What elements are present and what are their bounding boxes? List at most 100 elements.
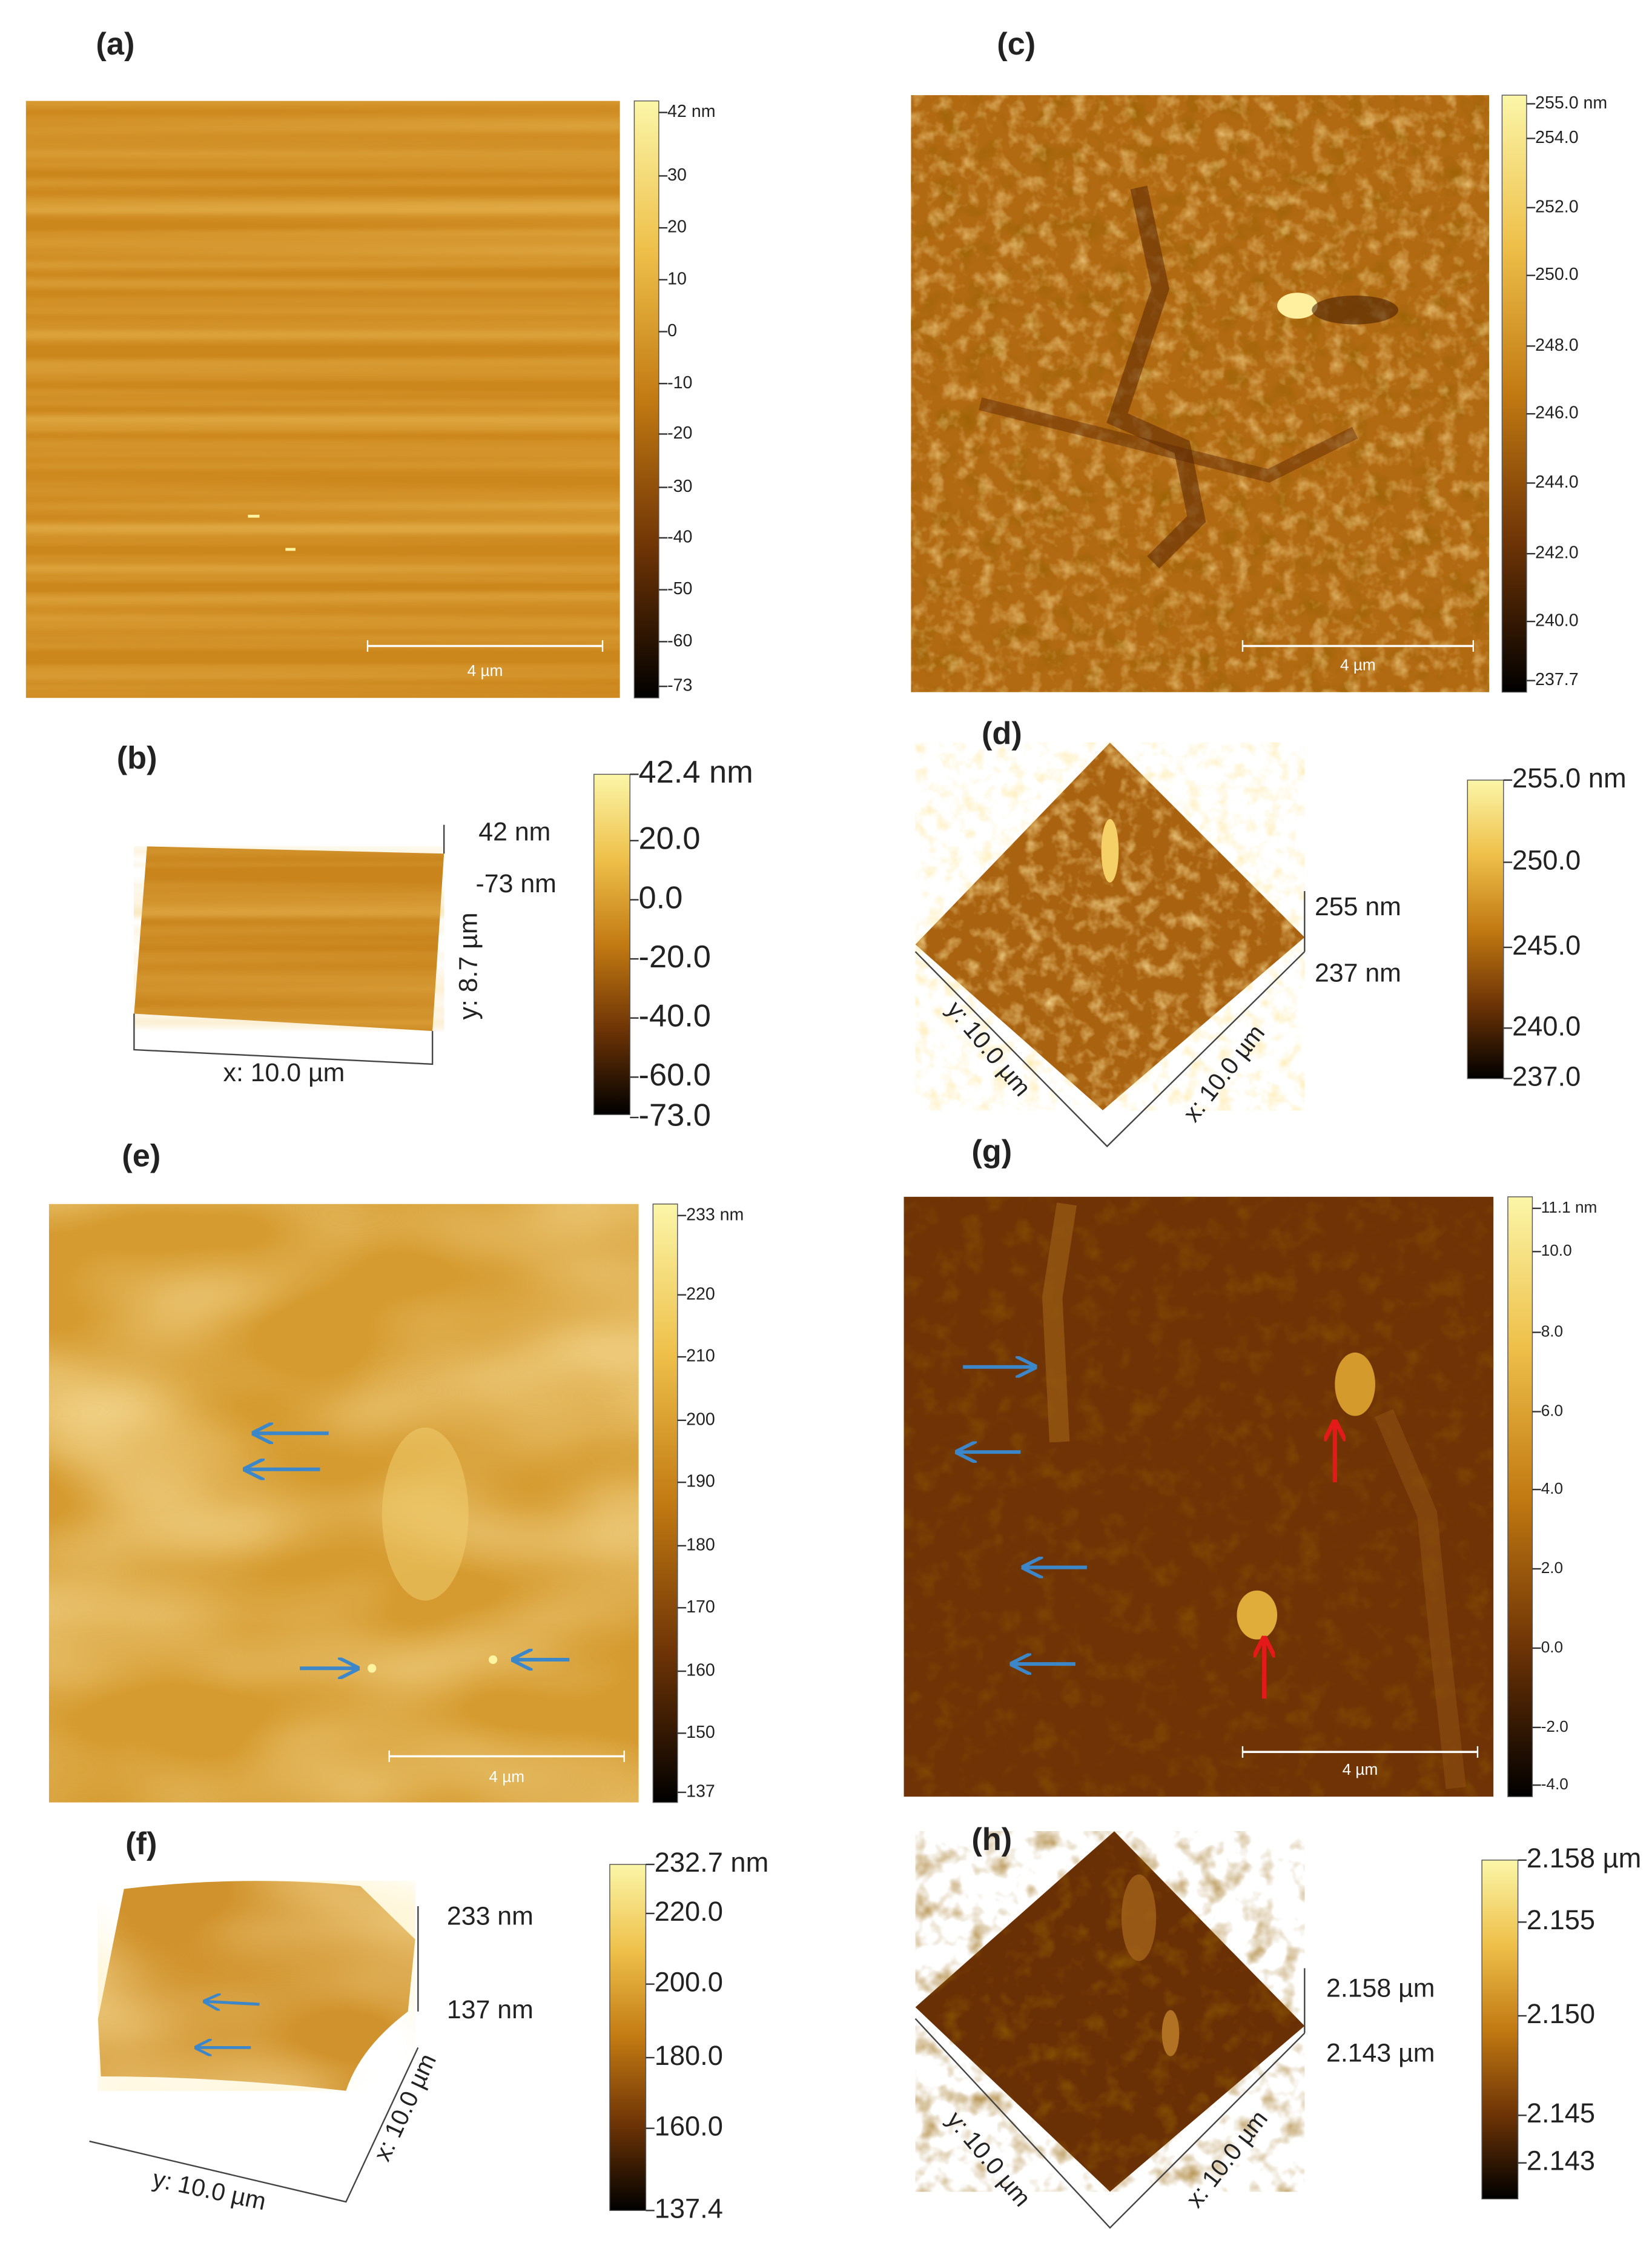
surface-3d-h xyxy=(914,1831,1306,2229)
panel-label: (c) xyxy=(997,27,1036,62)
colorbar-tick-label: -30 xyxy=(667,477,692,496)
surface-3d-f xyxy=(89,1881,419,2203)
colorbar-tick-label: 137 xyxy=(686,1782,715,1801)
colorbar-tick-label: -50 xyxy=(667,579,692,598)
colorbar xyxy=(1501,94,1527,693)
colorbar-tick-label: 20.0 xyxy=(639,821,701,856)
colorbar-tick-label: -60.0 xyxy=(639,1058,711,1093)
colorbar-tick-label: 190 xyxy=(686,1472,715,1491)
colorbar-tick-label: -10 xyxy=(667,373,692,393)
colorbar-tick-label: -4.0 xyxy=(1541,1775,1568,1793)
colorbar-tick-label: 137.4 xyxy=(655,2193,723,2224)
colorbar-tick-label: 244.0 xyxy=(1535,472,1578,492)
scale-bar-label: 4 µm xyxy=(489,1767,524,1786)
z-min-label: -73 nm xyxy=(476,869,557,898)
colorbar-tick-label: 180.0 xyxy=(655,2040,723,2071)
surface-3d-d xyxy=(914,742,1306,1148)
colorbar-tick-label: 250.0 xyxy=(1512,845,1581,876)
panel-label: (d) xyxy=(982,716,1022,751)
colorbar-tick-label: 0.0 xyxy=(1541,1638,1563,1656)
colorbar-tick-label: 245.0 xyxy=(1512,930,1581,961)
colorbar-tick-label: 10.0 xyxy=(1541,1241,1572,1259)
surface-3d-b xyxy=(133,824,445,1065)
z-min-label: 137 nm xyxy=(447,1995,534,2024)
colorbar-tick-label: 240.0 xyxy=(1512,1010,1581,1041)
colorbar-tick-label: 233 nm xyxy=(686,1205,744,1224)
colorbar-tick-label: 250.0 xyxy=(1535,265,1578,284)
colorbar-tick-label: 200.0 xyxy=(655,1967,723,1998)
colorbar-tick-label: -73.0 xyxy=(639,1098,711,1133)
colorbar-tick-label: 242.0 xyxy=(1535,543,1578,563)
scale-bar-label: 4 µm xyxy=(1340,656,1376,674)
scale-bar-label: 4 µm xyxy=(1343,1760,1378,1778)
colorbar-tick-label: 210 xyxy=(686,1347,715,1366)
panel-label: (g) xyxy=(971,1134,1012,1169)
colorbar xyxy=(652,1204,678,1803)
colorbar xyxy=(1467,780,1504,1079)
colorbar-tick-label: 237.0 xyxy=(1512,1061,1581,1092)
colorbar-tick-label: 0 xyxy=(667,321,677,340)
scale-bar-label: 4 µm xyxy=(468,661,503,680)
colorbar-tick-label: 255.0 nm xyxy=(1512,763,1627,793)
colorbar-tick-label: -20 xyxy=(667,423,692,443)
colorbar-tick-label: -40.0 xyxy=(639,998,711,1033)
colorbar-tick-label: 10 xyxy=(667,269,687,288)
panel-label: (b) xyxy=(117,740,157,775)
y-axis-label: y: 8.7 µm xyxy=(454,912,483,1019)
colorbar-tick-label: 160 xyxy=(686,1661,715,1680)
colorbar-tick-label: 170 xyxy=(686,1597,715,1617)
colorbar-tick-label: -40 xyxy=(667,527,692,546)
colorbar-tick-label: -73 xyxy=(667,676,692,695)
colorbar-tick-label: 237.7 xyxy=(1535,670,1578,689)
colorbar-tick-label: 0.0 xyxy=(639,880,683,915)
y-axis-label: y: 10.0 µm xyxy=(150,2164,268,2215)
x-axis-label: x: 10.0 µm xyxy=(223,1058,345,1087)
afm-image-c xyxy=(911,95,1490,692)
colorbar-tick-label: 30 xyxy=(667,165,687,185)
z-max-label: 42 nm xyxy=(478,817,550,846)
colorbar xyxy=(633,100,659,698)
colorbar-tick-label: 180 xyxy=(686,1535,715,1554)
x-axis-label: x: 10.0 µm xyxy=(368,2049,441,2165)
colorbar-tick-label: 2.145 xyxy=(1527,2098,1595,2129)
z-max-label: 255 nm xyxy=(1315,892,1401,921)
colorbar xyxy=(593,774,630,1115)
colorbar-tick-label: 255.0 nm xyxy=(1535,93,1607,113)
colorbar-tick-label: 2.158 µm xyxy=(1527,1843,1641,1873)
afm-image-a xyxy=(25,101,620,698)
x-axis-label: x: 10.0 µm xyxy=(1180,2105,1273,2213)
colorbar-tick-label: 2.155 xyxy=(1527,1904,1595,1935)
panel-label: (h) xyxy=(971,1822,1012,1857)
colorbar-tick-label: 2.143 xyxy=(1527,2145,1595,2176)
colorbar xyxy=(1481,1860,1519,2200)
colorbar-tick-label: 4.0 xyxy=(1541,1479,1563,1497)
colorbar-tick-label: 200 xyxy=(686,1410,715,1429)
colorbar-tick-label: -2.0 xyxy=(1541,1717,1568,1735)
x-axis-label: x: 10.0 µm xyxy=(1177,1019,1270,1127)
z-max-label: 233 nm xyxy=(447,1901,534,1930)
colorbar-tick-label: 20 xyxy=(667,217,687,237)
colorbar-tick-label: 11.1 nm xyxy=(1541,1198,1597,1216)
colorbar-tick-label: 150 xyxy=(686,1723,715,1742)
y-axis-label: y: 10.0 µm xyxy=(942,2105,1037,2211)
z-max-label: 2.158 µm xyxy=(1326,1973,1435,2003)
colorbar-tick-label: 6.0 xyxy=(1541,1401,1563,1419)
colorbar-tick-label: 220.0 xyxy=(655,1896,723,1927)
colorbar-tick-label: 8.0 xyxy=(1541,1322,1563,1340)
panel-label: (e) xyxy=(122,1138,160,1173)
colorbar-tick-label: 220 xyxy=(686,1284,715,1304)
colorbar-tick-label: -60 xyxy=(667,631,692,651)
colorbar-tick-label: 252.0 xyxy=(1535,197,1578,216)
colorbar-tick-label: 240.0 xyxy=(1535,611,1578,631)
colorbar-tick-label: 2.150 xyxy=(1527,1998,1595,2029)
afm-image-e xyxy=(48,1204,639,1803)
colorbar-tick-label: 2.0 xyxy=(1541,1559,1563,1577)
panel-label: (f) xyxy=(125,1826,157,1861)
colorbar-tick-label: -20.0 xyxy=(639,939,711,975)
z-min-label: 2.143 µm xyxy=(1326,2039,1435,2068)
colorbar-tick-label: 248.0 xyxy=(1535,336,1578,355)
colorbar-tick-label: 160.0 xyxy=(655,2111,723,2142)
colorbar xyxy=(1507,1196,1533,1797)
